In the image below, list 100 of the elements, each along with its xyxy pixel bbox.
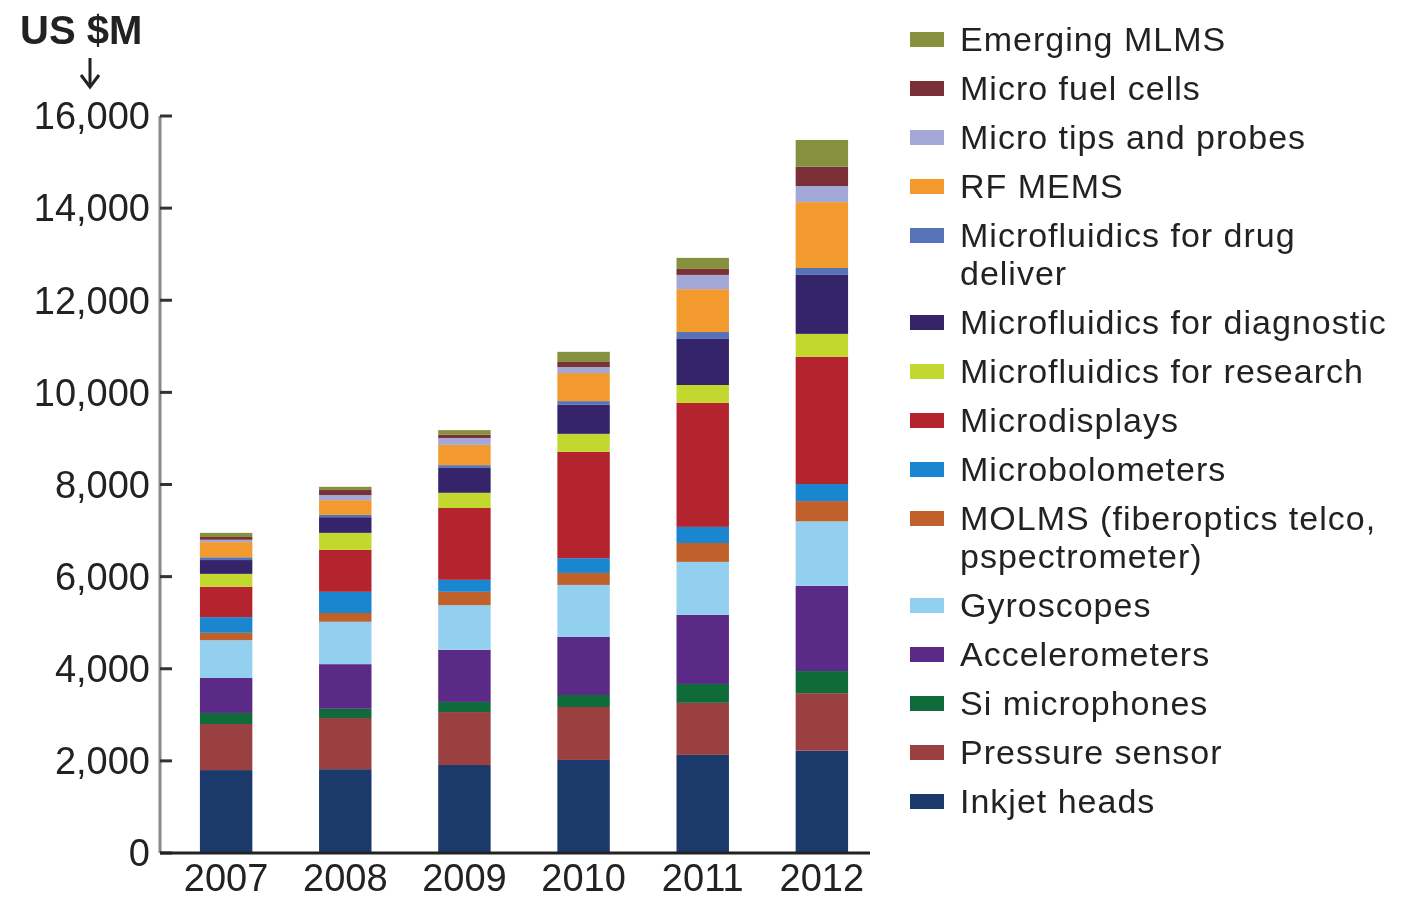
bar — [199, 557, 253, 561]
bar — [557, 706, 610, 760]
bar — [557, 404, 610, 434]
bar — [557, 361, 610, 368]
bar — [438, 434, 491, 438]
bar — [199, 640, 253, 678]
bar — [676, 754, 729, 853]
bar — [319, 613, 372, 622]
bar — [319, 718, 372, 770]
bar — [557, 401, 610, 405]
bar — [795, 274, 849, 334]
bar — [676, 268, 729, 275]
bar — [438, 649, 491, 702]
y-tick-label: 6,000 — [54, 555, 150, 598]
bar — [795, 750, 849, 853]
bar — [438, 701, 491, 713]
bar — [557, 367, 610, 374]
bar — [199, 632, 253, 641]
bar — [795, 671, 849, 694]
bar — [438, 579, 491, 592]
bar — [676, 702, 729, 755]
legend-label: Gyroscopes — [960, 586, 1152, 624]
legend-label: Microbolometers — [960, 450, 1227, 488]
bar — [676, 526, 729, 543]
bar — [557, 636, 610, 696]
bar — [795, 166, 849, 187]
bar — [557, 451, 610, 559]
x-tick-label: 2010 — [541, 857, 626, 899]
bar — [557, 695, 610, 707]
bar — [676, 274, 729, 290]
bar — [795, 202, 849, 269]
bar — [557, 584, 610, 637]
bar — [199, 617, 253, 633]
bar — [438, 437, 491, 445]
legend-label: Inkjet heads — [960, 782, 1156, 820]
bar — [676, 338, 729, 386]
x-tick-label: 2009 — [422, 857, 507, 899]
bar — [557, 433, 610, 452]
bar — [438, 430, 491, 435]
legend-label: Pressure sensor — [960, 733, 1223, 771]
y-tick-label: 0 — [128, 832, 150, 875]
bar — [795, 693, 849, 751]
bar — [557, 351, 610, 362]
legend-label: Si microphones — [960, 684, 1209, 722]
legend-label: RF MEMS — [960, 167, 1124, 205]
bar — [795, 484, 849, 502]
bar — [557, 572, 610, 585]
x-tick-label: 2007 — [183, 857, 269, 899]
bar — [199, 712, 253, 725]
bar — [676, 385, 729, 403]
bar — [319, 708, 372, 719]
bar — [438, 605, 491, 650]
legend-label: Micro fuel cells — [960, 69, 1201, 107]
bar — [438, 467, 491, 493]
legend-label: Microfluidics for diagnostic — [960, 303, 1387, 341]
legend-label: Microfluidics for drug deliver — [960, 216, 1296, 292]
legend-label: Microdisplays — [960, 401, 1179, 439]
bar — [557, 558, 610, 573]
bar — [319, 621, 372, 665]
x-tick-label: 2012 — [779, 857, 865, 899]
bar — [199, 560, 253, 574]
bar — [676, 543, 729, 562]
bar — [438, 712, 491, 766]
bar — [199, 542, 253, 558]
y-tick-label: 16,000 — [33, 95, 150, 138]
bar — [676, 683, 729, 703]
bar — [795, 268, 849, 275]
y-tick-label: 14,000 — [33, 187, 150, 230]
x-tick-label: 2008 — [303, 857, 388, 899]
bar — [676, 402, 729, 527]
bar — [319, 486, 372, 491]
bar — [438, 765, 491, 853]
bar — [319, 549, 372, 592]
bar — [199, 532, 253, 538]
bar — [438, 444, 491, 466]
bar — [676, 614, 729, 684]
legend-label: Microfluidics for research — [960, 352, 1364, 390]
legend-label: Micro tips and probes — [960, 118, 1307, 156]
bar — [438, 492, 491, 508]
y-axis-title: US $M — [20, 8, 143, 52]
legend-label: Emerging MLMS — [960, 20, 1227, 58]
bar — [199, 770, 253, 853]
bar — [676, 561, 729, 615]
bar — [438, 465, 491, 468]
y-tick-label: 10,000 — [33, 371, 150, 414]
legend-label: MOLMS (fiberoptics telco, pspectrometer) — [960, 499, 1377, 575]
bar — [676, 257, 729, 269]
x-tick-label: 2011 — [661, 857, 744, 899]
bar — [795, 501, 849, 522]
y-tick-label: 8,000 — [54, 463, 150, 506]
bar — [319, 495, 372, 501]
bar — [319, 517, 372, 533]
bar — [319, 490, 372, 496]
bar — [795, 186, 849, 203]
bar — [319, 500, 372, 515]
bar — [676, 289, 729, 333]
bar — [438, 507, 491, 580]
bar — [676, 332, 729, 339]
bar — [319, 769, 372, 853]
bar — [319, 664, 372, 709]
